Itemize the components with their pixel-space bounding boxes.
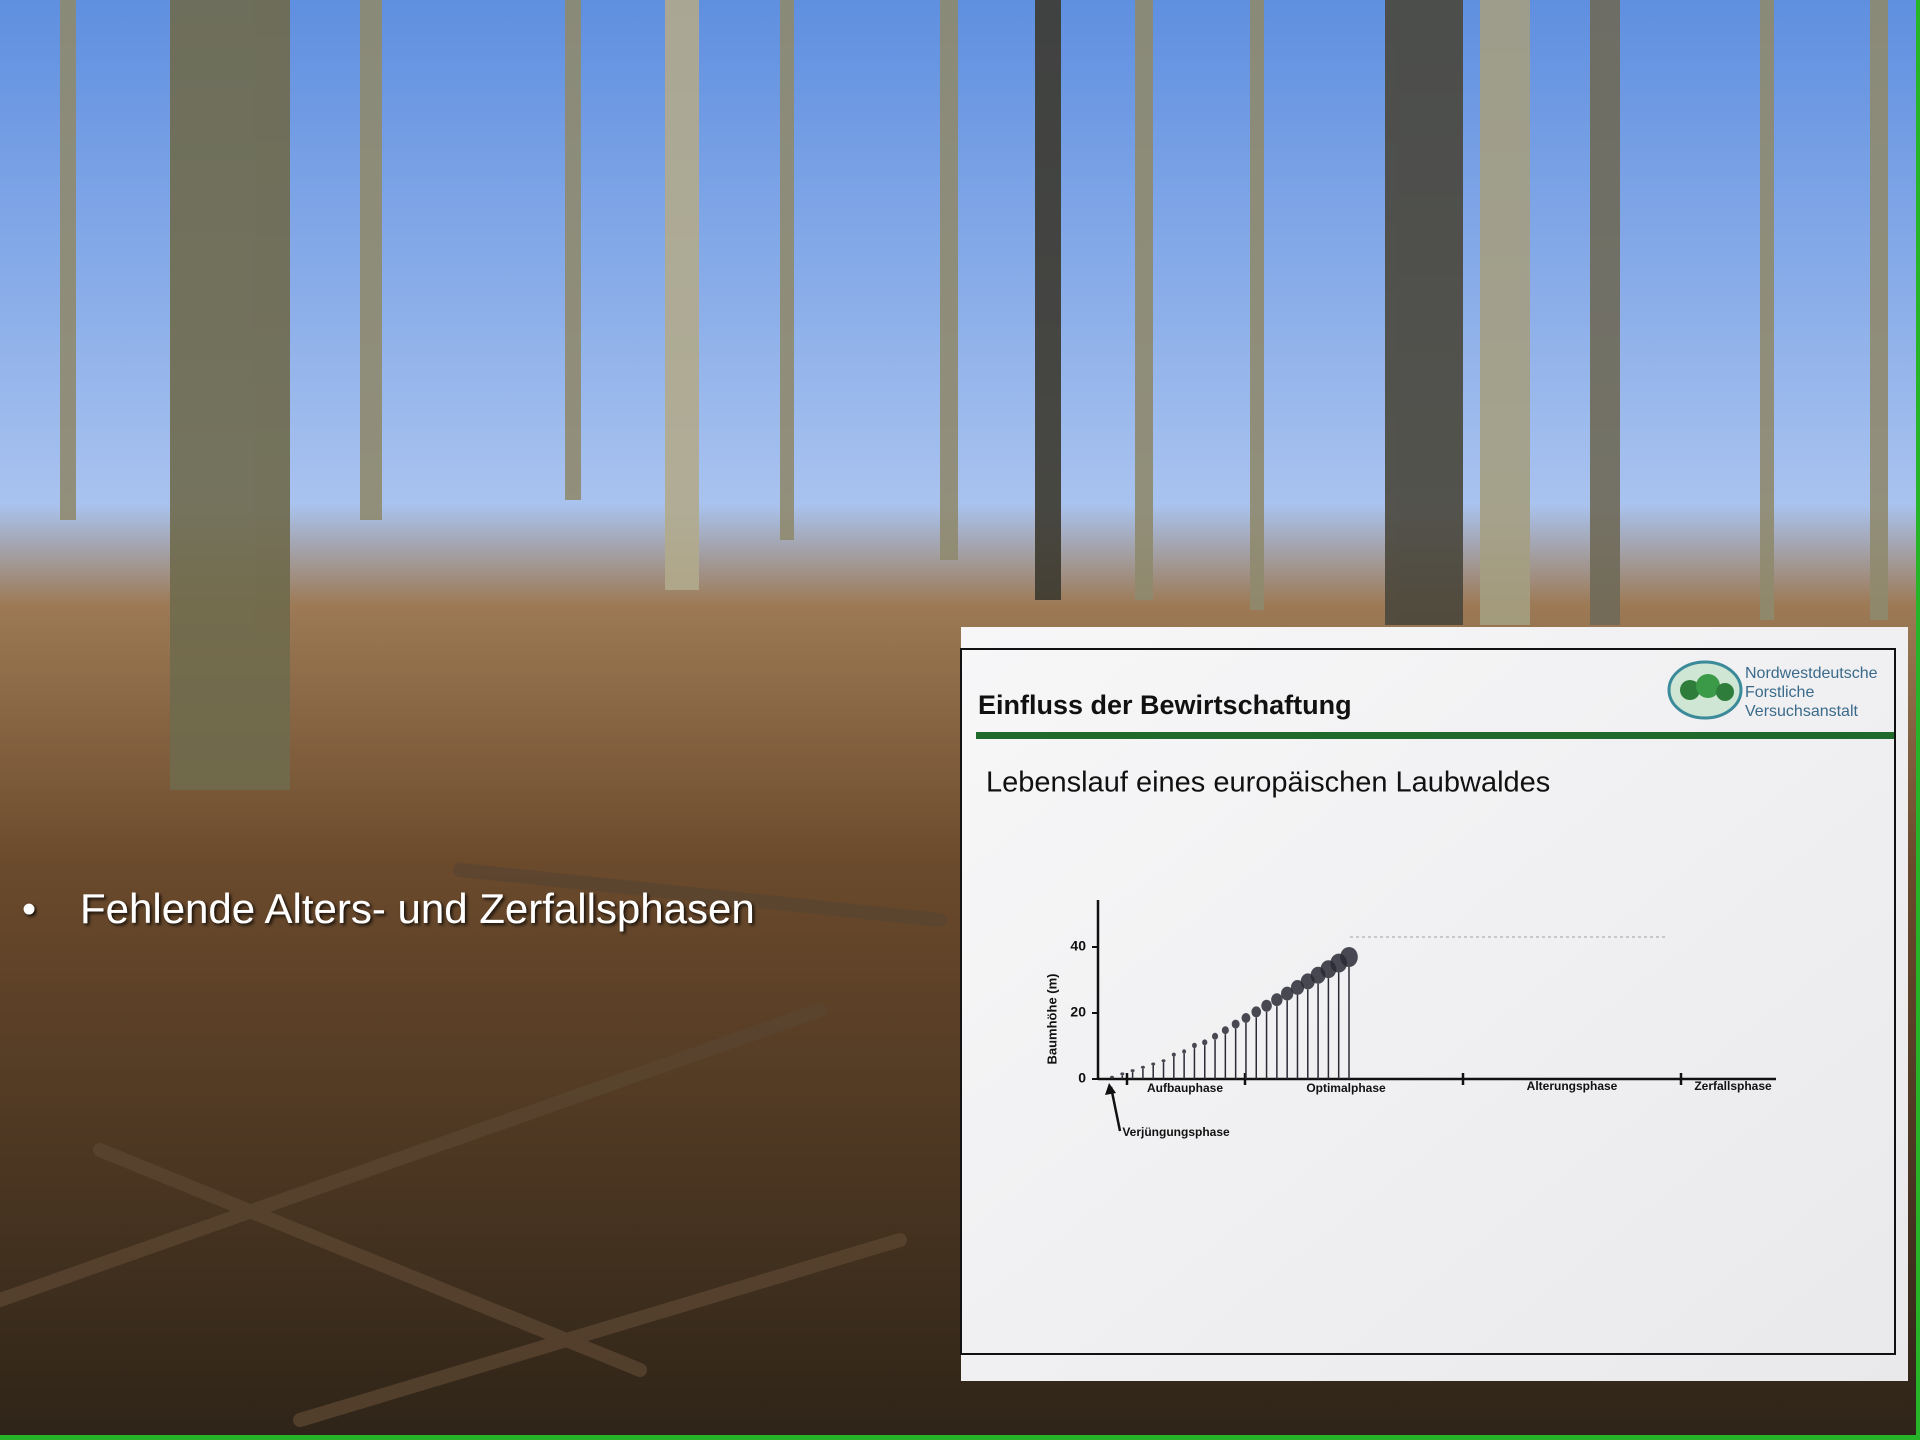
title-rule	[976, 732, 1894, 739]
tree-crown	[1281, 986, 1294, 1001]
inset-title: Einfluss der Bewirtschaftung	[978, 690, 1352, 720]
tree	[1340, 947, 1358, 1079]
tree-crown	[1202, 1039, 1208, 1046]
phase-label: Aufbauphase	[1147, 1081, 1223, 1095]
tree	[1251, 1006, 1262, 1079]
tree-crown	[1151, 1062, 1156, 1066]
tree	[1151, 1062, 1156, 1079]
tree	[1202, 1039, 1208, 1079]
tree-crown	[1231, 1019, 1240, 1029]
y-axis-label: Baumhöhe (m)	[1044, 974, 1059, 1065]
tree-crown	[1241, 1013, 1251, 1023]
tree	[1281, 986, 1294, 1079]
tree	[1261, 999, 1272, 1079]
tree	[1211, 1032, 1219, 1079]
bullet-text: Fehlende Alters- und Zerfallsphasen	[80, 885, 755, 932]
tree-crown	[1261, 999, 1272, 1012]
arrow-head	[1105, 1083, 1116, 1095]
tree	[1182, 1049, 1187, 1079]
phase-label: Zerfallsphase	[1694, 1079, 1772, 1093]
bullet-dot: •	[22, 888, 36, 932]
tree-crown	[1140, 1065, 1145, 1069]
arrow	[1109, 1086, 1122, 1132]
logo-text: Forstliche	[1745, 684, 1814, 701]
inset-slide	[961, 627, 1908, 1381]
tree	[1161, 1059, 1166, 1079]
tree-trunks	[60, 0, 1888, 790]
tree	[1290, 980, 1305, 1079]
tree-crown	[1271, 993, 1283, 1007]
inset-border	[960, 648, 1896, 1355]
y-tick-label: 0	[1078, 1070, 1086, 1086]
tree	[1192, 1042, 1197, 1079]
inset-subtitle: Lebenslauf eines europäischen Laubwaldes	[986, 767, 1550, 799]
logo-text: Nordwestdeutsche	[1745, 665, 1878, 682]
green-edge	[0, 1435, 1920, 1440]
tree	[1130, 1069, 1135, 1079]
fallen-branches	[0, 863, 947, 1427]
tree	[1120, 1072, 1125, 1079]
tree	[1241, 1013, 1251, 1079]
tree	[1221, 1026, 1229, 1079]
tree-crown	[1221, 1026, 1229, 1035]
tree-crown	[1340, 947, 1358, 967]
logo: Nordwestdeutsche Forstliche Versuchsanst…	[1667, 660, 1878, 720]
tree	[1140, 1065, 1145, 1079]
tree-crown	[1182, 1049, 1187, 1054]
tree-crown	[1251, 1006, 1262, 1018]
tree	[1110, 1075, 1114, 1079]
tree	[1271, 993, 1283, 1079]
tree-crown	[1130, 1069, 1135, 1073]
y-tick-label: 40	[1070, 938, 1086, 954]
tree-crown	[1120, 1072, 1125, 1076]
tree-crown	[1161, 1059, 1166, 1063]
logo-text: Versuchsanstalt	[1745, 703, 1859, 720]
tree-crown	[1192, 1042, 1197, 1049]
tree	[1231, 1019, 1240, 1079]
tree-crown	[1110, 1075, 1114, 1079]
y-tick-label: 20	[1070, 1004, 1086, 1020]
tree-crown	[1171, 1052, 1176, 1057]
phase-label: Verjüngungsphase	[1122, 1125, 1230, 1139]
tree-crown	[1211, 1032, 1219, 1040]
tree	[1171, 1052, 1176, 1079]
tree-crown	[1290, 980, 1305, 995]
green-edge	[1916, 0, 1920, 1440]
phase-label: Optimalphase	[1306, 1081, 1386, 1095]
phase-label: Alterungsphase	[1527, 1079, 1618, 1093]
